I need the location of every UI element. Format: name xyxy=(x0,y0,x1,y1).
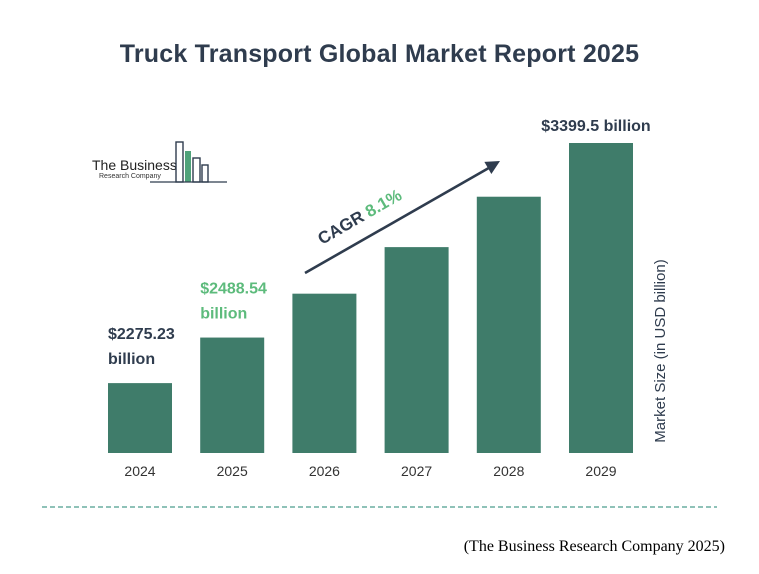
bar-2028 xyxy=(476,196,541,454)
cagr-arrow-head-icon xyxy=(484,161,500,175)
logo-text-line2: Research Company xyxy=(99,173,161,180)
data-label-2025-line2: billion xyxy=(200,306,247,323)
x-tick-label-2024: 2024 xyxy=(124,463,155,479)
data-label-2029-line1: $3399.5 billion xyxy=(541,118,650,135)
logo-text-line1: The Business xyxy=(92,157,177,173)
chart-title: Truck Transport Global Market Report 202… xyxy=(119,40,640,68)
x-tick-label-2025: 2025 xyxy=(217,463,248,479)
bar-2027 xyxy=(384,247,449,453)
y-axis-label: Market Size (in USD billion) xyxy=(652,259,669,442)
logo-buildings-icon xyxy=(150,141,227,183)
bar-2026 xyxy=(292,293,357,453)
x-tick-label-2028: 2028 xyxy=(493,463,524,479)
company-logo: The Business Research Company xyxy=(90,140,230,184)
x-tick-label-2027: 2027 xyxy=(401,463,432,479)
cagr-label: CAGR 8.1% xyxy=(315,185,406,248)
data-label-2024-line1: $2275.23 xyxy=(108,326,175,343)
x-tick-label-2026: 2026 xyxy=(309,463,340,479)
data-label-2024-line2: billion xyxy=(108,351,155,368)
bar-2029 xyxy=(569,143,633,453)
x-tick-label-2029: 2029 xyxy=(585,463,616,479)
bar-2025 xyxy=(200,337,265,453)
cagr-value: 8.1% xyxy=(362,185,405,221)
source-note: (The Business Research Company 2025) xyxy=(463,538,725,555)
bar-2024 xyxy=(108,383,172,453)
cagr-label-text: CAGR xyxy=(315,205,372,249)
cagr-arrow-line xyxy=(304,163,495,275)
data-label-2025-line1: $2488.54 xyxy=(200,281,267,298)
